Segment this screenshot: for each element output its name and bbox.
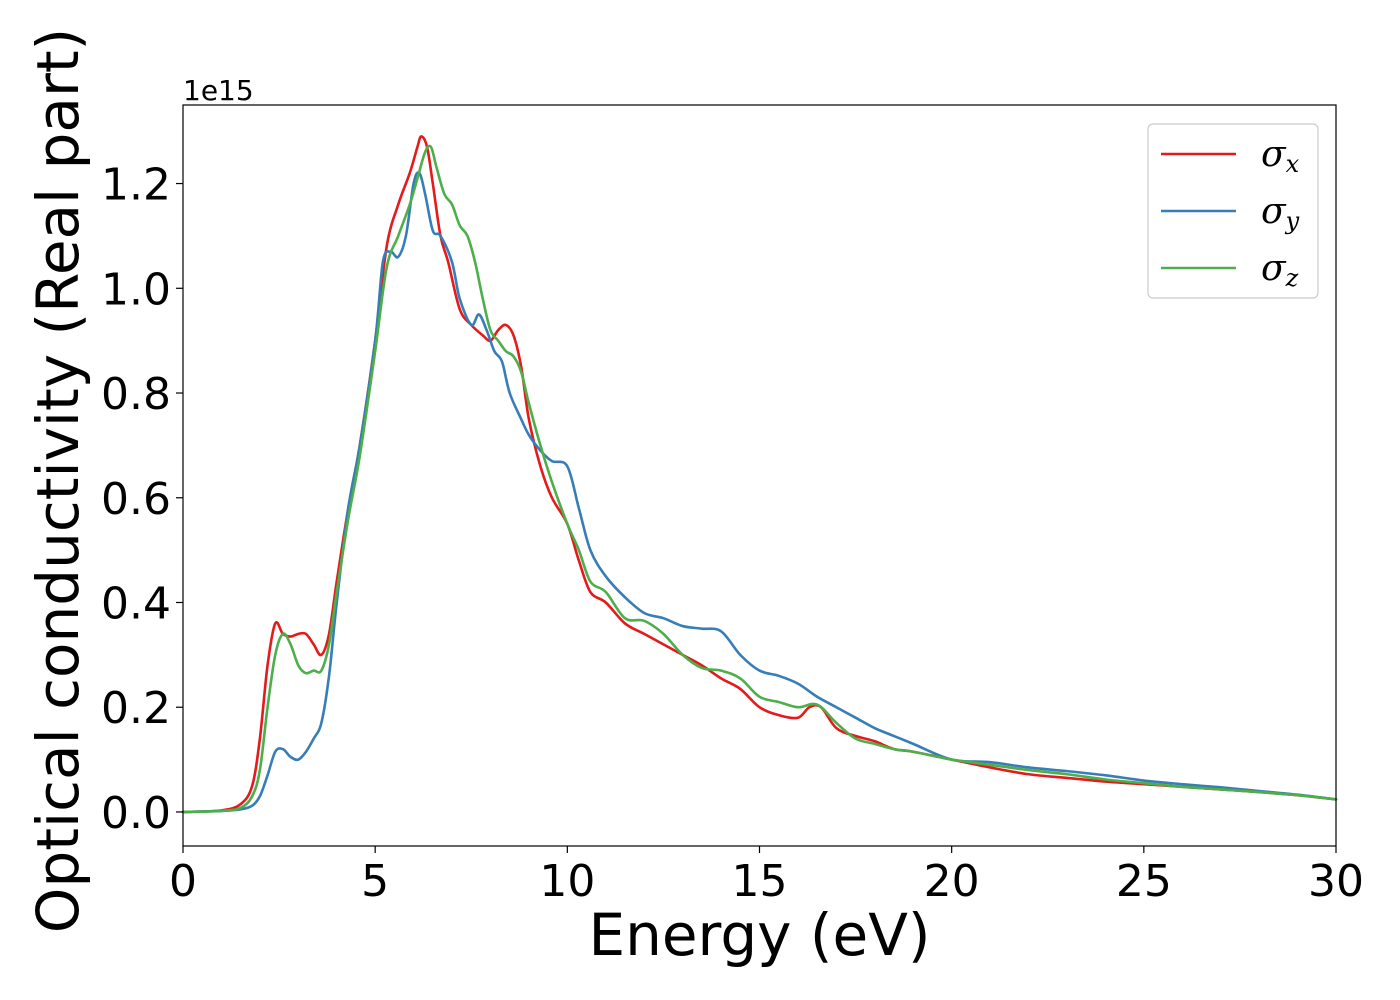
y-tick-label: 0.6 [101, 474, 171, 525]
y-tick-label: 0.8 [101, 369, 171, 420]
y-axis-ticks: 0.0 0.2 0.4 0.6 0.8 1.0 1.2 [101, 160, 183, 839]
y-axis-title: Optical conductivity (Real part) [24, 28, 92, 933]
legend: σx σy σz [1147, 123, 1319, 299]
series-line-y [181, 171, 1338, 814]
y-tick-label: 0.4 [101, 578, 171, 629]
x-axis-ticks: 0 5 10 15 20 25 30 [169, 846, 1364, 907]
x-tick-label: 20 [924, 856, 980, 907]
legend-label-x: σx [1261, 134, 1300, 178]
x-tick-label: 30 [1308, 856, 1364, 907]
legend-label-z: σz [1261, 248, 1299, 292]
y-tick-label: 1.0 [101, 264, 171, 315]
x-tick-label: 15 [732, 856, 788, 907]
y-tick-label: 1.2 [101, 160, 171, 211]
y-offset-label: 1e15 [183, 74, 254, 107]
series-layer [181, 135, 1338, 814]
x-tick-label: 10 [539, 856, 595, 907]
x-tick-label: 5 [361, 856, 389, 907]
series-line-z [181, 144, 1338, 814]
x-tick-label: 25 [1116, 856, 1172, 907]
x-axis-title: Energy (eV) [588, 901, 930, 969]
x-tick-label: 0 [169, 856, 197, 907]
y-tick-label: 0.2 [101, 683, 171, 734]
y-tick-label: 0.0 [101, 788, 171, 839]
legend-label-y: σy [1261, 191, 1300, 235]
